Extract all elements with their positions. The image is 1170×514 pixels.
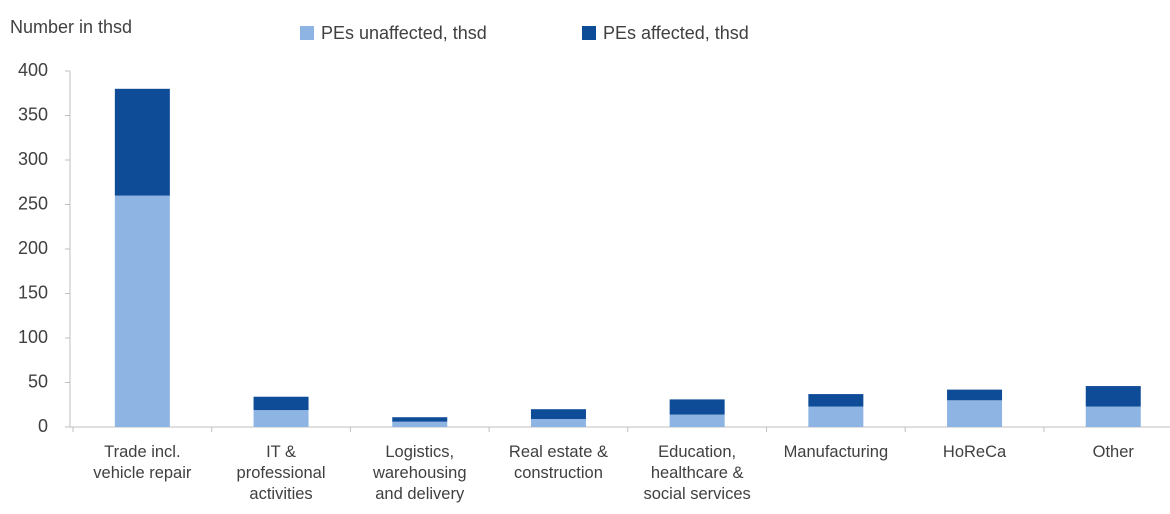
- bar-segment: [947, 389, 1003, 401]
- y-tick-label: 200: [18, 238, 48, 258]
- bar-segment: [530, 418, 586, 427]
- bar-segment: [669, 414, 725, 427]
- bar-segment: [253, 396, 309, 411]
- bar-segment: [114, 195, 170, 427]
- bar-segment: [253, 410, 309, 427]
- bar-segment: [947, 400, 1003, 427]
- bar-segment: [1085, 406, 1141, 427]
- y-tick-label: 150: [18, 282, 48, 302]
- legend-label: PEs affected, thsd: [603, 23, 749, 43]
- x-tick-label: IT & professional activities: [236, 443, 326, 503]
- bar-segment: [392, 417, 448, 422]
- bar-segment: [669, 399, 725, 415]
- y-tick-label: 50: [28, 371, 48, 391]
- legend-label: PEs unaffected, thsd: [321, 23, 487, 43]
- y-tick-label: 350: [18, 104, 48, 124]
- x-tick-label: HoReCa: [942, 443, 1007, 461]
- x-tick-label: Education, healthcare & social services: [643, 443, 751, 503]
- bar-segment: [808, 394, 864, 407]
- x-tick-label: Logistics, warehousing and delivery: [372, 443, 467, 503]
- bar-segment: [808, 406, 864, 427]
- y-axis-label: Number in thsd: [10, 17, 132, 37]
- y-tick-label: 400: [18, 60, 48, 80]
- bar-segment: [1085, 386, 1141, 407]
- legend-swatch: [582, 26, 596, 40]
- x-tick-label: Manufacturing: [783, 443, 889, 461]
- y-tick-label: 100: [18, 327, 48, 347]
- x-tick-label: Real estate & construction: [508, 443, 608, 482]
- legend-swatch: [300, 26, 314, 40]
- x-tick-label: Other: [1092, 443, 1134, 461]
- bar-segment: [392, 421, 448, 427]
- y-tick-label: 300: [18, 149, 48, 169]
- y-tick-label: 0: [38, 416, 48, 436]
- bar-segment: [114, 88, 170, 196]
- y-tick-label: 250: [18, 193, 48, 213]
- bar-segment: [530, 409, 586, 419]
- x-tick-label: Trade incl. vehicle repair: [93, 443, 192, 482]
